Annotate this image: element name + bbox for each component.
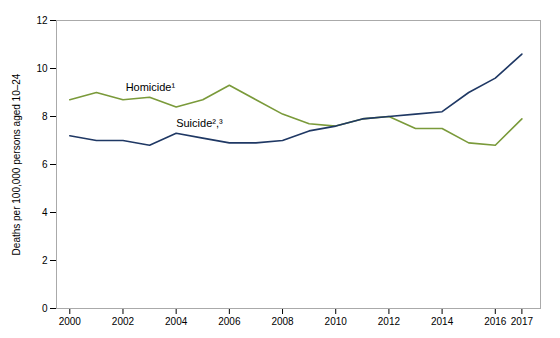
svg-text:10: 10 — [36, 63, 48, 74]
svg-text:2010: 2010 — [325, 316, 348, 327]
svg-text:2012: 2012 — [378, 316, 401, 327]
svg-text:2002: 2002 — [112, 316, 135, 327]
svg-text:2: 2 — [42, 255, 48, 266]
svg-text:8: 8 — [42, 111, 48, 122]
svg-text:0: 0 — [42, 303, 48, 314]
svg-text:6: 6 — [42, 159, 48, 170]
svg-text:2006: 2006 — [218, 316, 241, 327]
svg-text:Homicide¹: Homicide¹ — [126, 81, 176, 93]
svg-text:2014: 2014 — [431, 316, 454, 327]
svg-text:Suicide²,³: Suicide²,³ — [176, 117, 223, 129]
svg-text:4: 4 — [42, 207, 48, 218]
svg-text:Deaths per 100,000 persons age: Deaths per 100,000 persons aged 10–24 — [11, 73, 22, 255]
svg-text:2000: 2000 — [59, 316, 82, 327]
svg-text:2016: 2016 — [484, 316, 507, 327]
svg-text:12: 12 — [36, 15, 48, 26]
svg-text:2008: 2008 — [271, 316, 294, 327]
svg-text:2017: 2017 — [511, 316, 534, 327]
svg-text:2004: 2004 — [165, 316, 188, 327]
